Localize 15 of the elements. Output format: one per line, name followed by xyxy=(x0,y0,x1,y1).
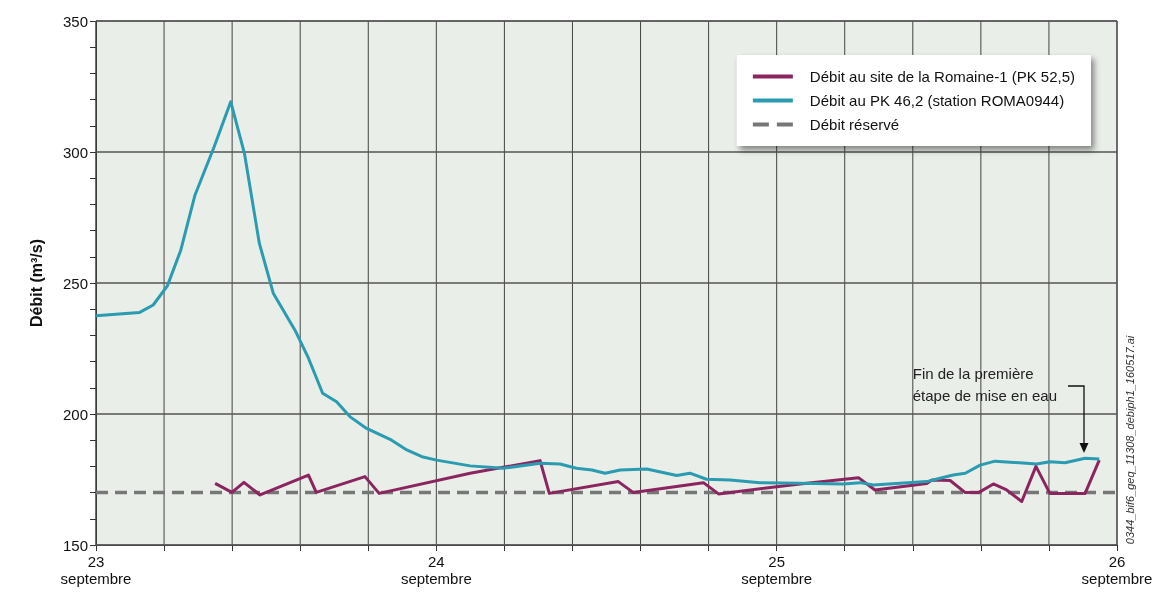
y-tick-label: 300 xyxy=(62,143,88,161)
x-tick-label: 24 septembre xyxy=(400,553,472,587)
y-axis-title: Débit (m³/s) xyxy=(27,239,45,327)
x-tick-label: 25 septembre xyxy=(741,553,813,587)
x-tick-label: 26 septembre xyxy=(1081,553,1153,587)
y-tick-label: 350 xyxy=(62,12,88,30)
y-tick-label: 200 xyxy=(62,405,88,423)
legend-label: Débit réservé xyxy=(809,116,900,133)
text: 0344_bif6_geq_11308_debiph1_160517.ai xyxy=(1124,335,1136,545)
y-tick-label: 150 xyxy=(62,536,88,554)
legend-label: Débit au PK 46,2 (station ROMA0944) xyxy=(809,92,1065,109)
x-tick-label: 23 septembre xyxy=(60,553,132,587)
annotation: Fin de la première étape de mise en eau xyxy=(912,364,1058,404)
y-tick-label: 250 xyxy=(62,274,88,292)
legend-label: Débit au site de la Romaine-1 (PK 52,5) xyxy=(809,68,1075,85)
